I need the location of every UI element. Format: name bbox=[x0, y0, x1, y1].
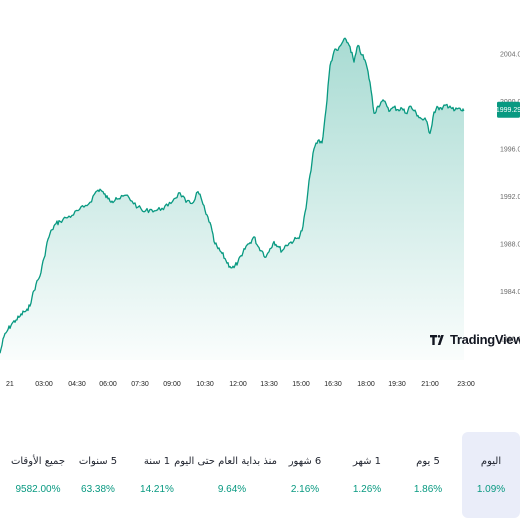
x-tick-label: 16:30 bbox=[324, 381, 342, 388]
performance-period-value: 1.09% bbox=[476, 484, 506, 495]
x-tick-label: 04:30 bbox=[68, 381, 86, 388]
x-tick-label: 12:00 bbox=[229, 381, 247, 388]
price-area-fill bbox=[0, 38, 464, 360]
performance-period-label: 6 شهور bbox=[288, 456, 322, 467]
x-tick-label: 19:30 bbox=[388, 381, 406, 388]
y-tick-label: 2004.00 bbox=[500, 51, 520, 58]
performance-period-label: جميع الأوقات bbox=[10, 456, 66, 467]
y-tick-label: 1988.00 bbox=[500, 241, 520, 248]
performance-period-value: 14.21% bbox=[140, 484, 174, 495]
performance-period-button[interactable]: اليوم 1.09% bbox=[462, 432, 520, 518]
performance-period-button[interactable]: 5 يوم 1.86% bbox=[383, 432, 473, 518]
x-tick-label: 15:00 bbox=[292, 381, 310, 388]
y-tick-label: 1996.00 bbox=[500, 146, 520, 153]
performance-period-value: 1.26% bbox=[352, 484, 382, 495]
performance-period-button[interactable]: 1 سنة 14.21% bbox=[112, 432, 202, 518]
performance-period-label: منذ بداية العام حتى اليوم bbox=[174, 456, 277, 467]
x-tick-label: 09:00 bbox=[163, 381, 181, 388]
tradingview-logo[interactable]: TradingView bbox=[430, 332, 520, 347]
performance-period-value: 63.38% bbox=[81, 484, 115, 495]
tradingview-logo-icon bbox=[430, 334, 444, 345]
performance-period-value: 9582.00% bbox=[15, 484, 61, 495]
performance-period-label: اليوم bbox=[480, 456, 502, 467]
price-chart-svg[interactable]: 1980.001984.001988.001992.001996.002000.… bbox=[0, 0, 520, 400]
performance-period-value: 9.64% bbox=[217, 484, 247, 495]
x-tick-label: 21 bbox=[6, 381, 14, 388]
performance-periods: جميع الأوقات 9582.00% 5 سنوات 63.38% 1 سنة 14… bbox=[0, 432, 520, 520]
y-tick-label: 1980.00 bbox=[500, 336, 520, 343]
performance-period-button[interactable]: 5 سنوات 63.38% bbox=[53, 432, 143, 518]
x-tick-label: 23:00 bbox=[457, 381, 475, 388]
performance-period-value: 2.16% bbox=[290, 484, 320, 495]
performance-period-button[interactable]: 6 شهور 2.16% bbox=[260, 432, 350, 518]
x-tick-label: 13:30 bbox=[260, 381, 278, 388]
y-tick-label: 1992.00 bbox=[500, 194, 520, 201]
last-price-label: 1999.29 bbox=[496, 107, 520, 114]
performance-period-label: 1 شهر bbox=[352, 456, 382, 467]
y-tick-label: 1984.00 bbox=[500, 289, 520, 296]
performance-period-button[interactable]: منذ بداية العام حتى اليوم 9.64% bbox=[174, 432, 277, 518]
performance-period-label: 5 يوم bbox=[416, 456, 440, 467]
x-tick-label: 10:30 bbox=[196, 381, 214, 388]
x-tick-label: 06:00 bbox=[99, 381, 117, 388]
x-tick-label: 03:00 bbox=[35, 381, 53, 388]
last-price-badge bbox=[497, 101, 520, 118]
price-chart[interactable]: 1980.001984.001988.001992.001996.002000.… bbox=[0, 0, 520, 400]
performance-period-label: 5 سنوات bbox=[78, 456, 118, 467]
performance-period-button[interactable]: جميع الأوقات 9582.00% bbox=[0, 432, 83, 518]
price-line bbox=[0, 37, 465, 354]
tradingview-logo-text: TradingView bbox=[450, 332, 520, 347]
performance-period-button[interactable]: 1 شهر 1.26% bbox=[322, 432, 412, 518]
performance-period-label: 1 سنة bbox=[143, 456, 171, 467]
performance-period-value: 1.86% bbox=[413, 484, 443, 495]
x-tick-label: 21:00 bbox=[421, 381, 439, 388]
x-tick-label: 18:00 bbox=[357, 381, 375, 388]
x-tick-label: 07:30 bbox=[131, 381, 149, 388]
